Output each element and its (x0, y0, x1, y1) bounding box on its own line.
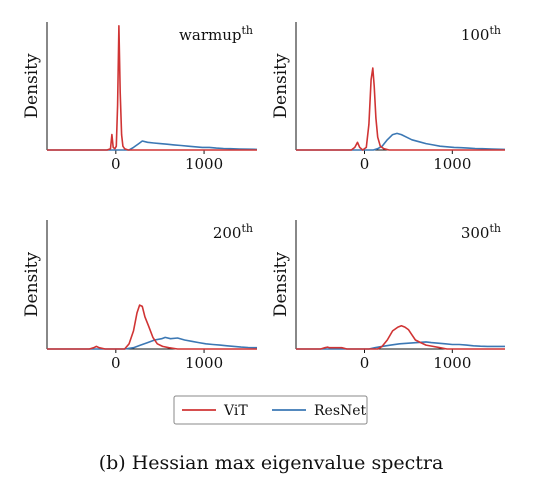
panel-3-title-main: 200 (213, 224, 242, 242)
panel-1-xtick-label-0: 0 (111, 155, 121, 173)
panel-2-series-vit (296, 67, 505, 151)
panel-3-series-resnet (47, 336, 258, 350)
panel-3-title-superscript: th (241, 222, 253, 235)
panel-2-ylabel: Density (271, 53, 291, 119)
panel-1-title: warmupth (179, 24, 253, 44)
figure-caption: (b) Hessian max eigenvalue spectra (98, 452, 444, 474)
panel-1-xtick-label-1: 1000 (185, 155, 223, 173)
panel-1-series-vit (47, 25, 257, 151)
legend-label-vit: ViT (223, 403, 248, 419)
panel-2-xtick-label-0: 0 (360, 155, 370, 173)
panel-3-ylabel: Density (22, 251, 42, 317)
panel-4-xtick-label-0: 0 (360, 354, 370, 372)
panel-2-title-superscript: th (489, 24, 501, 37)
panel-4-title-main: 300 (461, 224, 490, 242)
panel-3-xtick-label-0: 0 (111, 354, 121, 372)
panel-4-xtick-label-1: 1000 (433, 354, 471, 372)
panel-4-series-vit (296, 325, 505, 350)
panel-1-title-superscript: th (241, 24, 253, 37)
panel-1-title-main: warmup (179, 26, 241, 44)
panel-2-title: 100th (461, 24, 501, 44)
panel-4-title: 300th (461, 222, 501, 242)
panel-3-series-vit (47, 304, 257, 350)
panel-2-title-main: 100 (461, 26, 490, 44)
panel-4-title-superscript: th (489, 222, 501, 235)
legend-label-resnet: ResNet (314, 403, 367, 419)
panel-1-series-resnet (47, 140, 258, 151)
panel-2-series-resnet (296, 132, 506, 151)
panel-4-series-resnet (296, 341, 505, 350)
panel-2-xtick-label-1: 1000 (433, 155, 471, 173)
panel-4-ylabel: Density (271, 251, 291, 317)
panel-3-title: 200th (213, 222, 253, 242)
legend-box (173, 395, 368, 425)
panel-1-ylabel: Density (22, 53, 42, 119)
panel-3-xtick-label-1: 1000 (185, 354, 223, 372)
